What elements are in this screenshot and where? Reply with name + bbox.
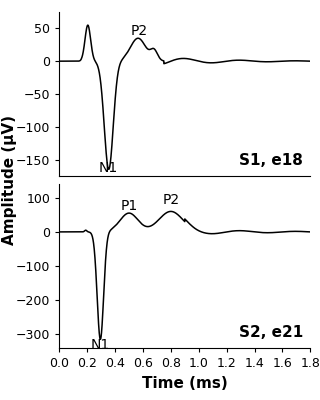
Text: S1, e18: S1, e18 bbox=[239, 153, 303, 168]
Text: P2: P2 bbox=[162, 193, 180, 207]
Text: P2: P2 bbox=[131, 24, 148, 38]
Text: N1: N1 bbox=[91, 338, 110, 352]
Text: N1: N1 bbox=[99, 161, 118, 175]
Text: S2, e21: S2, e21 bbox=[239, 325, 303, 340]
X-axis label: Time (ms): Time (ms) bbox=[142, 376, 228, 390]
Text: P1: P1 bbox=[120, 199, 138, 213]
Text: Amplitude (μV): Amplitude (μV) bbox=[2, 115, 17, 245]
